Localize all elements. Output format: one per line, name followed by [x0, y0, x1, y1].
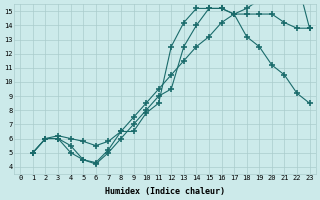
- X-axis label: Humidex (Indice chaleur): Humidex (Indice chaleur): [105, 187, 225, 196]
